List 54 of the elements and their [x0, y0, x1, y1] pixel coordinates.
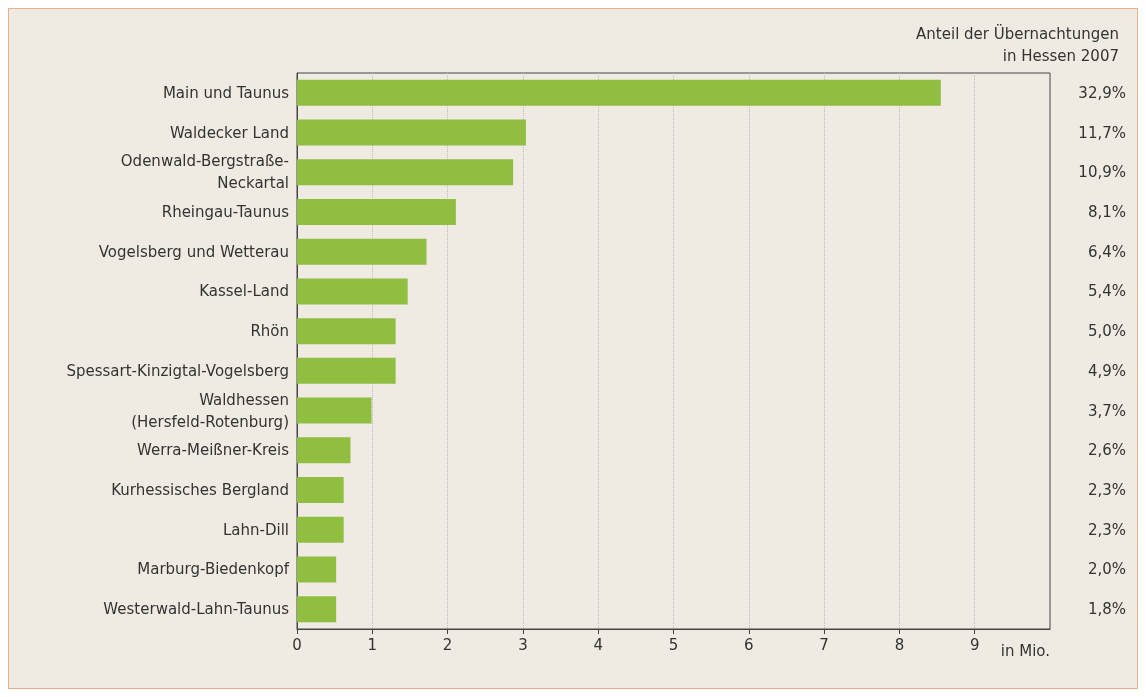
y-tick-label: Kassel-Land — [199, 282, 289, 301]
text: 2,3% — [1087, 520, 1126, 539]
y-tick-label: Marburg-Biedenkopf — [137, 560, 290, 579]
bar — [297, 556, 337, 583]
text: Anteil der Übernachtungen in Hessen 2007 — [916, 24, 1119, 65]
x-tick-label: 8 — [894, 635, 905, 654]
bar — [297, 516, 344, 543]
x-tick-label: 6 — [744, 635, 754, 654]
bar — [297, 437, 351, 464]
bar — [297, 397, 372, 424]
y-tick-label: Spessart-Kinzigtal-Vogelsberg — [66, 361, 289, 380]
y-tick-label: Lahn-Dill — [222, 520, 289, 539]
text: 2,6% — [1087, 441, 1126, 460]
x-tick-label: 5 — [668, 635, 679, 654]
x-tick-label: 4 — [593, 635, 603, 654]
text: 11,7% — [1078, 123, 1126, 142]
bar — [297, 357, 396, 384]
text: 10,9% — [1078, 163, 1126, 182]
bar — [297, 79, 941, 106]
text: 6,4% — [1087, 242, 1126, 261]
x-tick-label: 1 — [367, 635, 378, 654]
text: 1,8% — [1087, 600, 1126, 619]
bar — [297, 318, 396, 345]
text: 32,9% — [1078, 83, 1126, 102]
x-tick-label: 2 — [442, 635, 453, 654]
x-tick-label: 7 — [819, 635, 829, 654]
text: 4,9% — [1087, 361, 1126, 380]
x-axis-title: in Mio. — [1000, 641, 1050, 660]
y-tick-label: Main und Taunus — [162, 83, 290, 102]
x-tick-label: 9 — [969, 635, 980, 654]
bar — [297, 119, 526, 146]
y-tick-label: Waldhessen (Hersfeld-Rotenburg) — [131, 390, 289, 431]
bar — [297, 159, 514, 186]
text: 8,1% — [1087, 203, 1126, 221]
x-tick-label: 3 — [518, 635, 528, 654]
y-tick-label: Vogelsberg und Wetterau — [98, 242, 289, 261]
y-tick-label: Westerwald-Lahn-Taunus — [103, 600, 290, 619]
y-tick-label: Werra-Meißner-Kreis — [137, 441, 290, 460]
bar — [297, 477, 344, 503]
y-tick-label: Kurhessisches Bergland — [111, 481, 289, 499]
text: 2,3% — [1087, 481, 1126, 499]
x-tick-label: 0 — [292, 635, 302, 654]
text: 5,0% — [1087, 322, 1126, 341]
bar — [297, 278, 408, 305]
text: 2,0% — [1087, 560, 1126, 579]
y-tick-label: Odenwald-Bergstraße- Neckartal — [120, 152, 289, 193]
text: 3,7% — [1087, 401, 1126, 420]
y-tick-label: Waldecker Land — [169, 123, 289, 142]
bar — [297, 199, 456, 225]
bar — [297, 238, 427, 265]
y-tick-label: Rheingau-Taunus — [161, 203, 290, 221]
y-tick-label: Rhön — [250, 322, 289, 341]
bar — [297, 596, 337, 623]
text: 5,4% — [1087, 282, 1126, 301]
